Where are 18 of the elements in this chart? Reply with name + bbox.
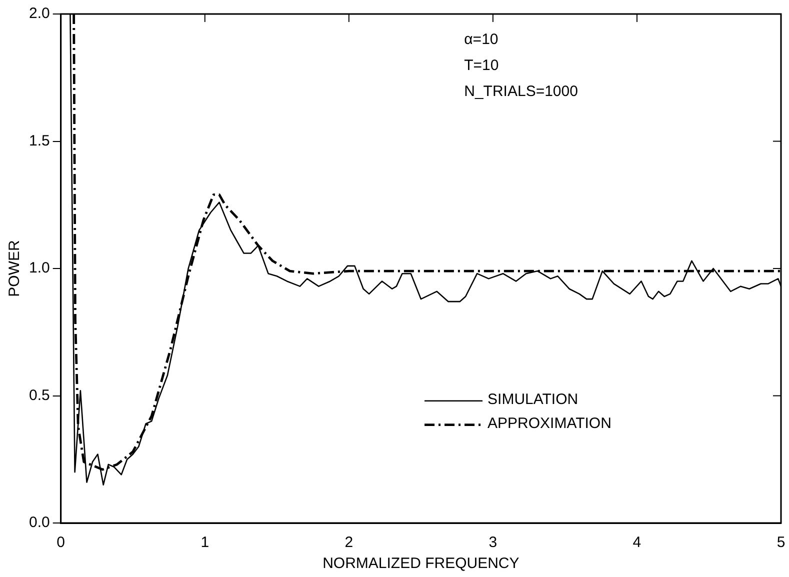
y-tick-label: 0.5 — [28, 386, 50, 404]
x-tick-label: 1 — [200, 534, 210, 552]
x-tick-label: 2 — [344, 534, 354, 552]
y-tick-label: 0.0 — [28, 514, 50, 532]
annotation: N_TRIALS=1000 — [464, 83, 578, 100]
x-tick-label: 5 — [776, 534, 786, 552]
x-axis-title: NORMALIZED FREQUENCY — [322, 555, 520, 572]
y-axis-title: POWER — [6, 240, 24, 297]
x-tick-label: 4 — [632, 534, 642, 552]
y-tick-label: 2.0 — [28, 5, 50, 22]
x-tick-label: 0 — [56, 534, 66, 552]
y-tick-label: 1.5 — [28, 132, 50, 150]
y-tick-label: 1.0 — [28, 260, 50, 277]
annotation: α=10 — [464, 31, 498, 48]
annotation: T=10 — [464, 57, 499, 74]
legend-label: SIMULATION — [488, 390, 578, 408]
x-tick-label: 3 — [488, 534, 498, 552]
legend-label: APPROXIMATION — [488, 414, 612, 432]
